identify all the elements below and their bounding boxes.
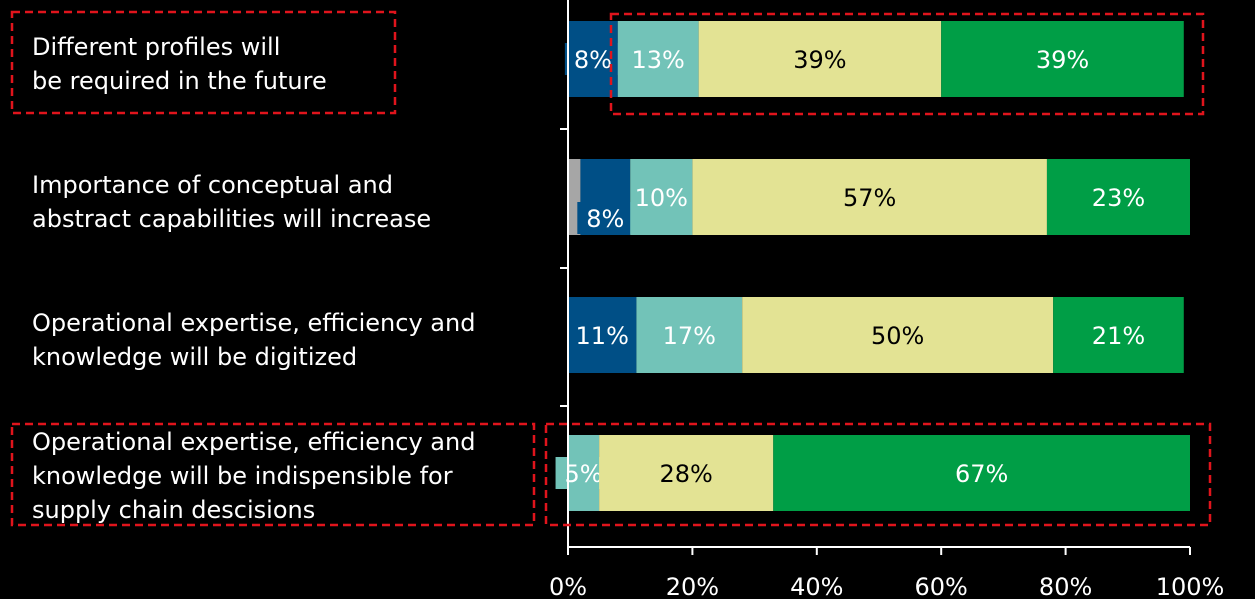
data-label: 67%	[955, 460, 1008, 488]
bar-segment	[630, 159, 693, 235]
data-label: 11%	[576, 322, 629, 350]
bar-segment	[941, 21, 1184, 97]
bar-segment	[636, 297, 743, 373]
x-tick-label: 60%	[915, 573, 968, 599]
category-label-line: be required in the future	[32, 67, 327, 95]
data-label: 39%	[1036, 46, 1089, 74]
data-label: 28%	[660, 460, 713, 488]
bar-segment	[773, 435, 1190, 511]
data-label: 50%	[871, 322, 924, 350]
data-label: 8%	[586, 205, 624, 233]
data-label: 57%	[843, 184, 896, 212]
category-label: Operational expertise, efficiency and kno…	[32, 425, 475, 527]
data-label: 17%	[663, 322, 716, 350]
data-label: 10%	[635, 184, 688, 212]
category-label-line: Operational expertise, efficiency and	[32, 428, 476, 456]
bar-segment	[692, 159, 1047, 235]
category-label-line: abstract capabilities will increase	[32, 205, 432, 233]
x-tick-label: 80%	[1039, 573, 1092, 599]
category-label: Importance of conceptual and abstract cap…	[32, 168, 431, 236]
category-label-line: Operational expertise, efficiency and	[32, 309, 476, 337]
category-label-line: knowledge will be indispensible for	[32, 462, 453, 490]
data-label-backdrop	[577, 202, 634, 234]
category-label: Operational expertise, efficiency and kno…	[32, 306, 475, 374]
category-label-line: Different profiles will	[32, 33, 281, 61]
bar-segment	[1046, 159, 1190, 235]
highlight-box	[10, 10, 397, 115]
bar-segment	[617, 21, 699, 97]
highlight-box	[10, 422, 536, 527]
category-label: Different profiles will be required in th…	[32, 30, 327, 98]
highlight-box	[609, 12, 1205, 116]
x-tick-label: 20%	[666, 573, 719, 599]
data-label: 13%	[632, 46, 685, 74]
category-label-line: Importance of conceptual and	[32, 171, 393, 199]
data-label: 21%	[1092, 322, 1145, 350]
data-label: 39%	[793, 46, 846, 74]
bar-segment	[599, 435, 774, 511]
data-label: 23%	[1092, 184, 1145, 212]
highlight-box	[544, 422, 1212, 527]
data-label: 8%	[574, 46, 612, 74]
x-tick-label: 40%	[790, 573, 843, 599]
x-tick-label: 0%	[549, 573, 587, 599]
data-label: 5%	[565, 460, 603, 488]
bar-segment	[1053, 297, 1184, 373]
category-label-line: supply chain descisions	[32, 496, 316, 524]
x-tick-label: 100%	[1156, 573, 1225, 599]
bar-segment	[698, 21, 942, 97]
bar-segment	[742, 297, 1054, 373]
bar-segment	[568, 297, 637, 373]
category-label-line: knowledge will be digitized	[32, 343, 358, 371]
